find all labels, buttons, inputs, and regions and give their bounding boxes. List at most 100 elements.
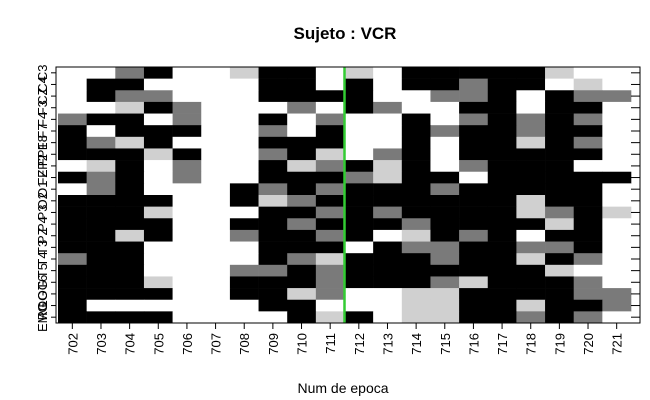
x-tick-label: 721 [610, 333, 625, 355]
heatmap-cell [602, 311, 632, 324]
heatmap-cell [115, 229, 145, 242]
heatmap-cell [86, 276, 116, 289]
heatmap-cell [430, 67, 460, 79]
heatmap-cell [487, 206, 517, 219]
heatmap-cell [58, 160, 87, 173]
heatmap-cell [516, 113, 546, 126]
heatmap-cell [258, 218, 288, 231]
heatmap-cell [573, 136, 603, 149]
heatmap-cell [602, 101, 632, 114]
heatmap-cell [229, 160, 259, 173]
heatmap-cell [58, 288, 87, 301]
x-tick-label: 716 [466, 333, 481, 355]
heatmap-cell [516, 218, 546, 231]
heatmap-cell [115, 241, 145, 254]
x-tick-label: 709 [266, 333, 281, 355]
heatmap-cell [143, 125, 173, 138]
heatmap-cell [58, 90, 87, 103]
heatmap-cell [315, 183, 345, 196]
heatmap-cell [573, 101, 603, 114]
heatmap-cell [86, 171, 116, 184]
heatmap-cell [459, 160, 489, 173]
heatmap-cell [287, 171, 317, 184]
heatmap-cell [229, 101, 259, 114]
x-tick-label: 705 [151, 333, 166, 355]
heatmap-cell [143, 241, 173, 254]
heatmap-cell [201, 136, 231, 149]
heatmap-cell [86, 229, 116, 242]
heatmap-cell [487, 229, 517, 242]
heatmap-cell [344, 311, 374, 324]
heatmap-cell [401, 171, 431, 184]
heatmap-cell [86, 136, 116, 149]
heatmap-cell [401, 101, 431, 114]
heatmap-cell [258, 195, 288, 207]
heatmap-cell [258, 183, 288, 196]
heatmap-cell [373, 299, 403, 312]
heatmap-cell [258, 229, 288, 242]
y-tick-label: T5 [35, 263, 50, 278]
heatmap-cell [430, 125, 460, 138]
heatmap-cell [459, 67, 489, 79]
heatmap-cell [573, 160, 603, 173]
heatmap-cell [287, 67, 317, 79]
heatmap-cell [229, 218, 259, 231]
heatmap-cell [115, 67, 145, 79]
heatmap-cell [287, 311, 317, 324]
heatmap-cell [86, 113, 116, 126]
heatmap-cell [172, 160, 202, 173]
heatmap-cell [373, 311, 403, 324]
heatmap-cell [115, 160, 145, 173]
heatmap-cell [401, 229, 431, 242]
y-tick-label: P3 [35, 205, 50, 221]
x-axis-label: Num de epoca [297, 380, 388, 396]
heatmap-cell [172, 78, 202, 91]
heatmap-cell [516, 288, 546, 301]
heatmap-cell [430, 229, 460, 242]
heatmap-cell [459, 136, 489, 149]
heatmap-cell [459, 276, 489, 289]
heatmap-cell [115, 136, 145, 149]
heatmap-cell [373, 218, 403, 231]
y-tick-label: T3 [35, 240, 50, 255]
heatmap-cell [143, 229, 173, 242]
heatmap-cell [315, 160, 345, 173]
heatmap-cell [229, 288, 259, 301]
heatmap-cell [315, 67, 345, 79]
heatmap-cell [115, 299, 145, 312]
heatmap-cell [287, 299, 317, 312]
y-tick-label: C3 [35, 65, 50, 82]
x-axis: 702 703 704 705 706 707 708 709 710 711 712 713 714 7… [65, 323, 625, 355]
heatmap-cell [545, 264, 574, 277]
heatmap-cell [201, 241, 231, 254]
heatmap-cell [487, 125, 517, 138]
heatmap-cell [401, 113, 431, 126]
heatmap-cell [602, 160, 632, 173]
heatmap-cell [115, 113, 145, 126]
heatmap-cell [58, 101, 87, 114]
heatmap-cell [545, 67, 574, 79]
heatmap-cell [172, 67, 202, 79]
heatmap-cell [573, 311, 603, 324]
y-tick-label: FZ [35, 170, 50, 186]
heatmap-cell [172, 276, 202, 289]
heatmap-cell [459, 206, 489, 219]
heatmap-cell [58, 206, 87, 219]
heatmap-cell [86, 78, 116, 91]
heatmap-cell [401, 206, 431, 219]
heatmap-cell [602, 229, 632, 242]
heatmap-cell [58, 253, 87, 266]
x-tick-label: 715 [438, 333, 453, 355]
heatmap-cell [172, 311, 202, 324]
heatmap-cell [201, 264, 231, 277]
heatmap-cell [516, 90, 546, 103]
heatmap-cell [545, 206, 574, 219]
heatmap-cell [344, 136, 374, 149]
heatmap-cell [487, 288, 517, 301]
heatmap-cell [201, 101, 231, 114]
heatmap-cell [373, 78, 403, 91]
heatmap-cell [229, 276, 259, 289]
heatmap-cell [344, 229, 374, 242]
heatmap-cell [258, 101, 288, 114]
heatmap-cell [516, 160, 546, 173]
